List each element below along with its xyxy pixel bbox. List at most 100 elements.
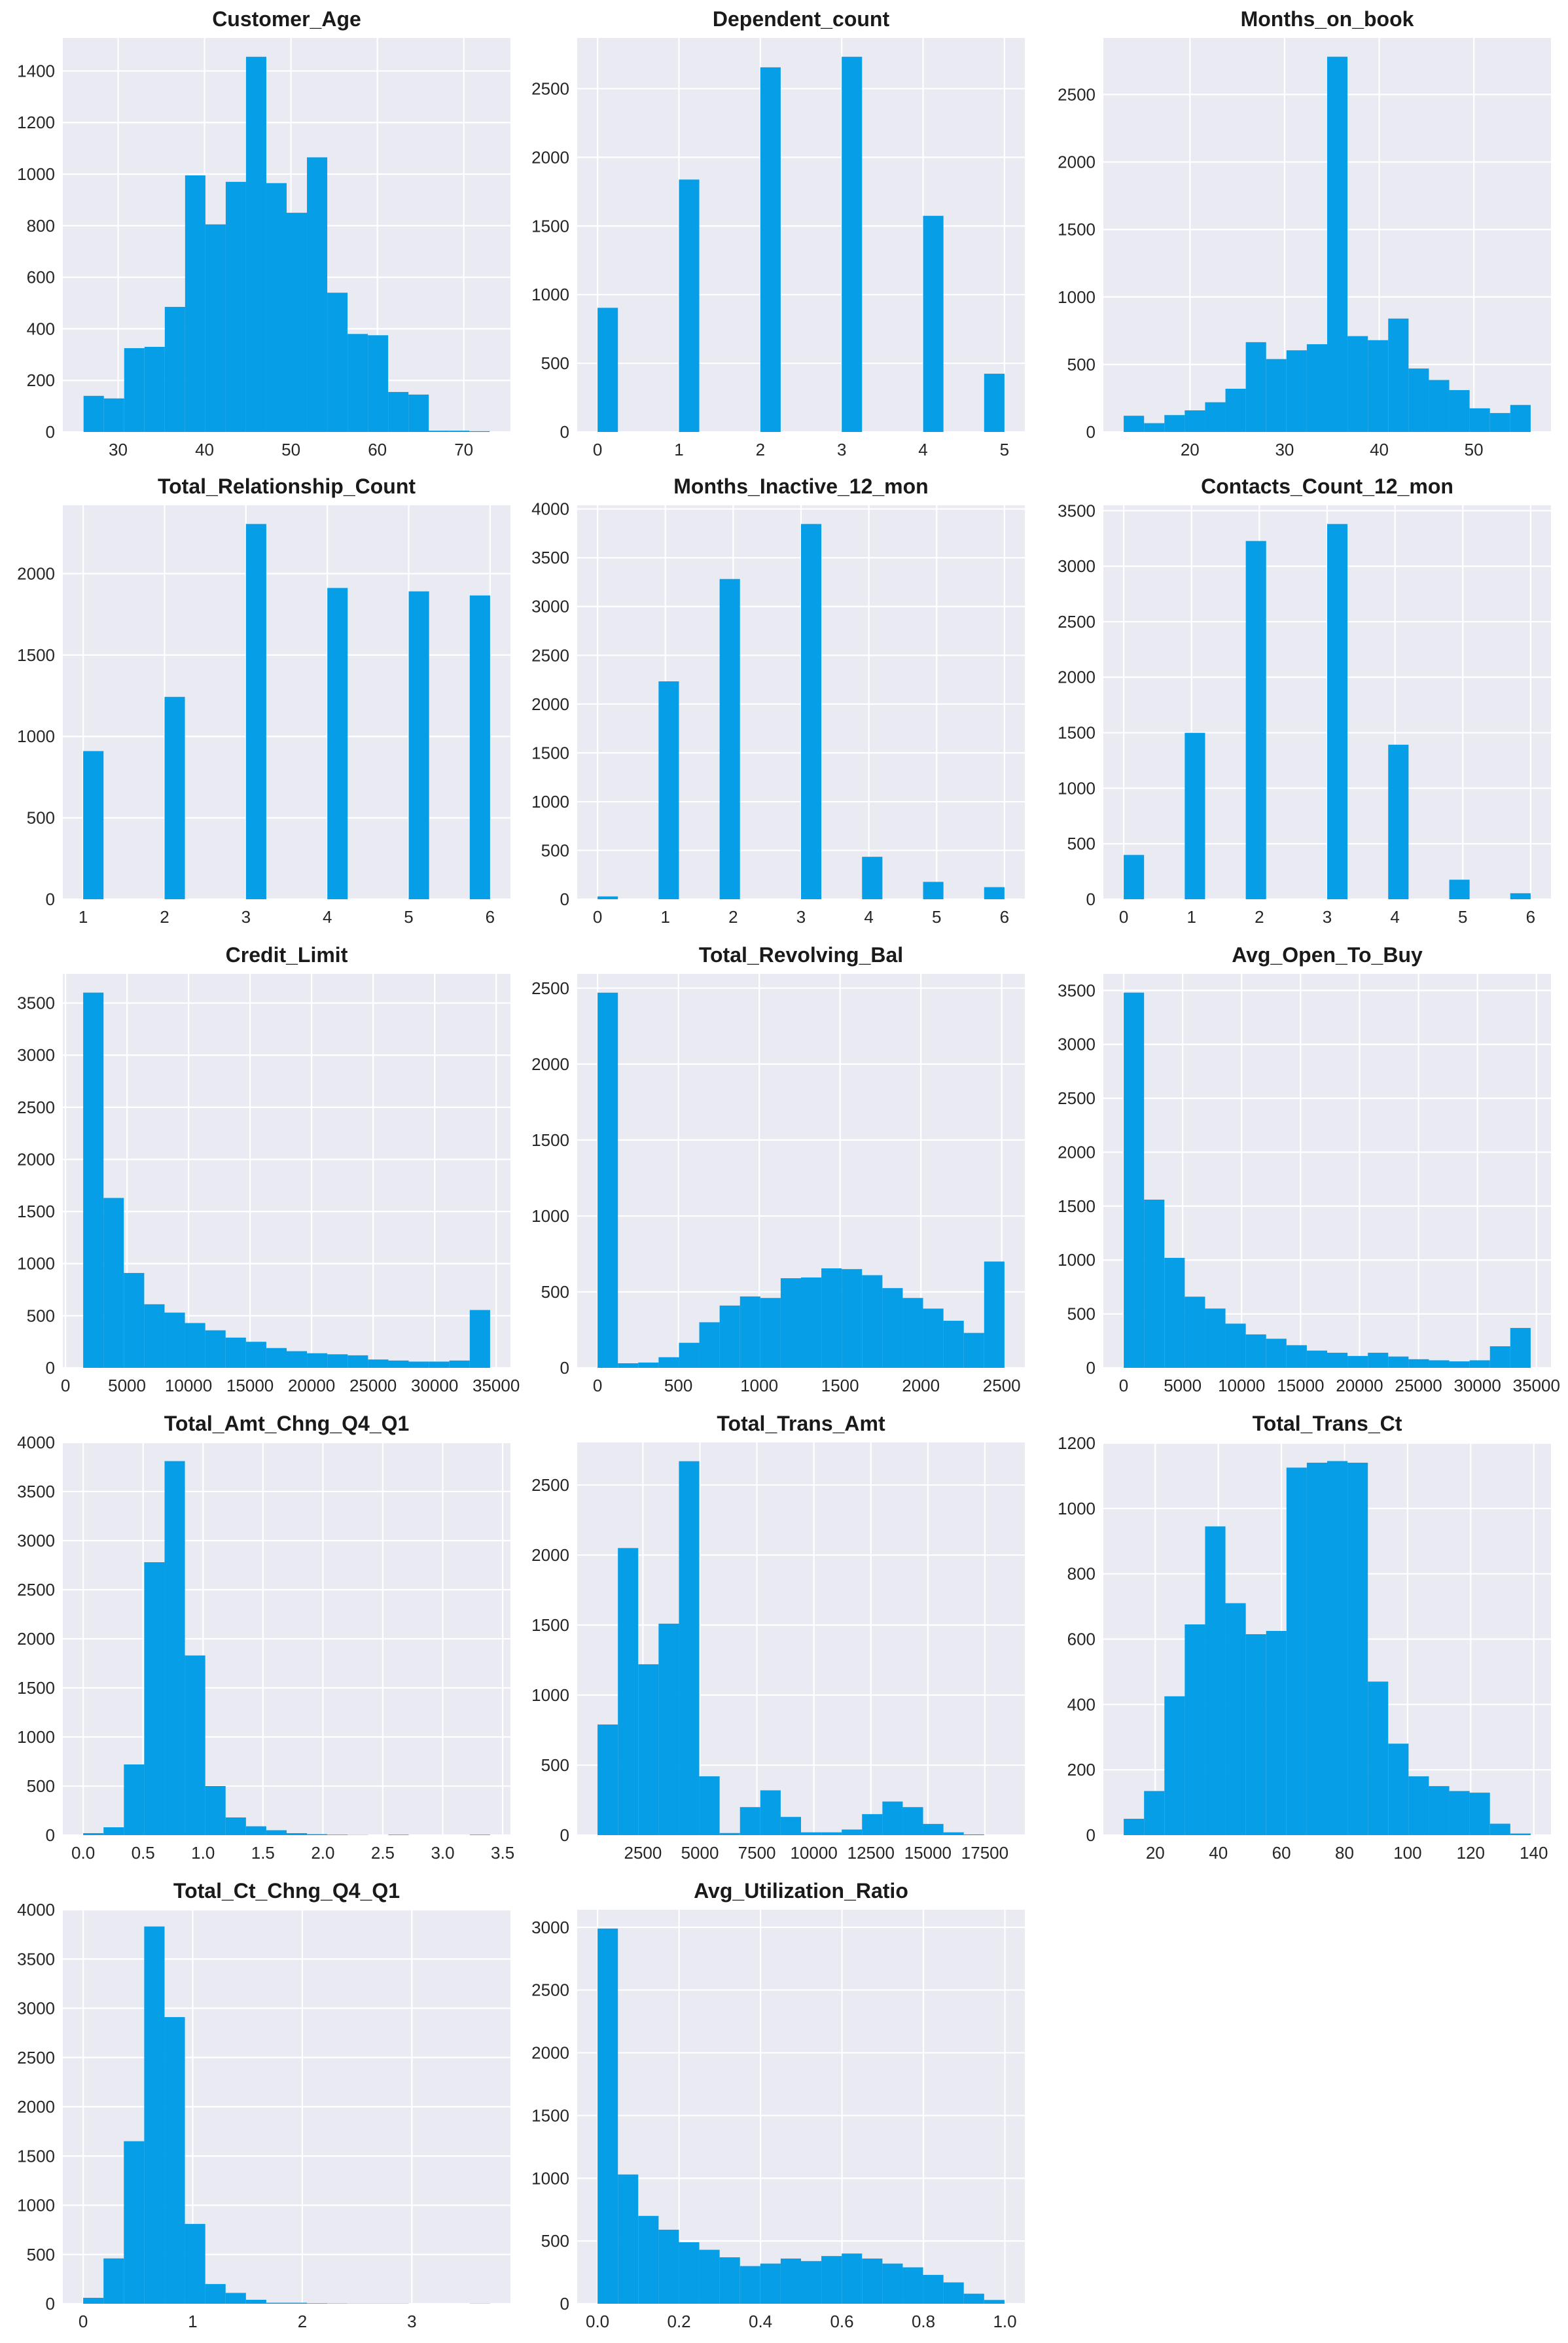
y-tick-label: 2000 bbox=[531, 1545, 569, 1565]
y-tick-label: 4000 bbox=[17, 1433, 55, 1452]
bar bbox=[618, 1548, 639, 1835]
bar bbox=[469, 431, 490, 432]
x-tick-label: 4 bbox=[323, 907, 332, 927]
chart-title: Total_Relationship_Count bbox=[158, 474, 416, 498]
bar bbox=[1449, 880, 1470, 899]
chart-avg-utilization-ratio: Avg_Utilization_Ratio 0 500 1000 1500 2000 250… bbox=[531, 1879, 1025, 2331]
y-tick-label: 2500 bbox=[531, 1980, 569, 2000]
x-tick-label: 0 bbox=[593, 440, 602, 459]
bar bbox=[658, 681, 679, 899]
bar bbox=[1225, 1323, 1246, 1368]
y-tick-label: 2500 bbox=[1058, 1088, 1096, 1108]
x-tick-label: 20000 bbox=[1336, 1376, 1383, 1395]
y-tick-label: 1000 bbox=[531, 1685, 569, 1705]
x-tick-label: 2000 bbox=[902, 1376, 940, 1395]
bar bbox=[1489, 1823, 1510, 1835]
x-tick-label: 1000 bbox=[740, 1376, 778, 1395]
chart-total-relationship-count: Total_Relationship_Count 0 500 1000 1500 2000… bbox=[17, 474, 510, 927]
bar bbox=[1124, 1819, 1145, 1835]
bar bbox=[658, 1623, 679, 1835]
bar bbox=[902, 1807, 923, 1835]
y-tick-label: 500 bbox=[541, 1282, 569, 1302]
y-tick-label: 1500 bbox=[17, 2146, 55, 2166]
bar bbox=[760, 2263, 781, 2304]
y-tick-label: 500 bbox=[541, 2231, 569, 2251]
bar bbox=[245, 1826, 266, 1835]
y-tick-label: 1500 bbox=[1058, 1196, 1096, 1216]
y-tick-label: 1500 bbox=[1058, 220, 1096, 240]
bar bbox=[164, 1312, 185, 1368]
bar bbox=[103, 1827, 124, 1835]
bar bbox=[882, 1288, 903, 1368]
bar bbox=[469, 1834, 490, 1835]
bar bbox=[780, 1278, 801, 1368]
y-tick-label: 0 bbox=[46, 2294, 55, 2314]
bar bbox=[1449, 390, 1470, 432]
bar bbox=[449, 431, 470, 432]
bar bbox=[1164, 415, 1185, 432]
bar bbox=[1185, 1624, 1205, 1835]
bar bbox=[842, 2253, 863, 2304]
bar bbox=[1327, 56, 1348, 432]
bar bbox=[597, 308, 618, 432]
bar bbox=[739, 1807, 760, 1835]
y-tick-label: 400 bbox=[27, 319, 55, 338]
x-tick-label: 6 bbox=[1526, 907, 1535, 927]
bar bbox=[638, 1664, 659, 1835]
bar bbox=[739, 2266, 760, 2304]
bar bbox=[801, 2261, 822, 2304]
x-tick-label: 50 bbox=[1465, 440, 1484, 459]
y-tick-label: 2000 bbox=[17, 2097, 55, 2117]
y-tick-label: 2000 bbox=[17, 1629, 55, 1649]
x-tick-label: 3.5 bbox=[491, 1843, 514, 1863]
bar bbox=[984, 2300, 1005, 2304]
bar bbox=[144, 346, 165, 432]
bar bbox=[597, 992, 618, 1368]
y-tick-label: 1500 bbox=[1058, 723, 1096, 743]
chart-title: Avg_Utilization_Ratio bbox=[694, 1879, 908, 1903]
x-tick-label: 35000 bbox=[1513, 1376, 1560, 1395]
x-tick-label: 2 bbox=[160, 907, 169, 927]
bar bbox=[1245, 541, 1266, 899]
x-tick-label: 17500 bbox=[961, 1843, 1008, 1863]
bar bbox=[679, 1461, 700, 1835]
bar bbox=[1388, 1356, 1409, 1368]
bar bbox=[1469, 408, 1490, 432]
y-tick-label: 2000 bbox=[531, 1054, 569, 1074]
bar bbox=[618, 1363, 639, 1368]
bar bbox=[164, 1461, 185, 1835]
x-tick-label: 2500 bbox=[624, 1843, 662, 1863]
bar bbox=[801, 1832, 822, 1835]
bar bbox=[266, 1830, 287, 1835]
y-tick-label: 200 bbox=[27, 370, 55, 390]
x-tick-label: 2 bbox=[756, 440, 765, 459]
bar bbox=[1124, 855, 1145, 899]
x-tick-label: 60 bbox=[1272, 1843, 1291, 1863]
x-tick-label: 10000 bbox=[791, 1843, 838, 1863]
bar bbox=[963, 2293, 984, 2304]
y-tick-label: 3000 bbox=[1058, 1035, 1096, 1054]
bar bbox=[287, 1351, 308, 1368]
x-tick-label: 0.6 bbox=[830, 2312, 853, 2331]
x-tick-label: 1 bbox=[188, 2312, 197, 2331]
bar bbox=[225, 1817, 246, 1835]
bar bbox=[1286, 1467, 1307, 1835]
chart-title: Total_Amt_Chng_Q4_Q1 bbox=[164, 1412, 410, 1435]
bar bbox=[862, 1275, 883, 1368]
chart-title: Avg_Open_To_Buy bbox=[1232, 943, 1423, 967]
y-tick-label: 1000 bbox=[531, 1206, 569, 1226]
bar bbox=[801, 524, 822, 899]
bar bbox=[429, 431, 450, 432]
y-tick-label: 1500 bbox=[531, 2105, 569, 2125]
bar bbox=[1245, 1634, 1266, 1835]
x-tick-label: 15000 bbox=[226, 1376, 274, 1395]
bar bbox=[205, 224, 226, 432]
bar bbox=[760, 67, 781, 433]
bar bbox=[103, 398, 124, 432]
y-tick-label: 1500 bbox=[17, 1678, 55, 1698]
bar bbox=[780, 2258, 801, 2304]
bar bbox=[1327, 1352, 1348, 1368]
bar bbox=[984, 1261, 1005, 1368]
bar bbox=[205, 1330, 226, 1368]
bar bbox=[124, 2141, 145, 2304]
